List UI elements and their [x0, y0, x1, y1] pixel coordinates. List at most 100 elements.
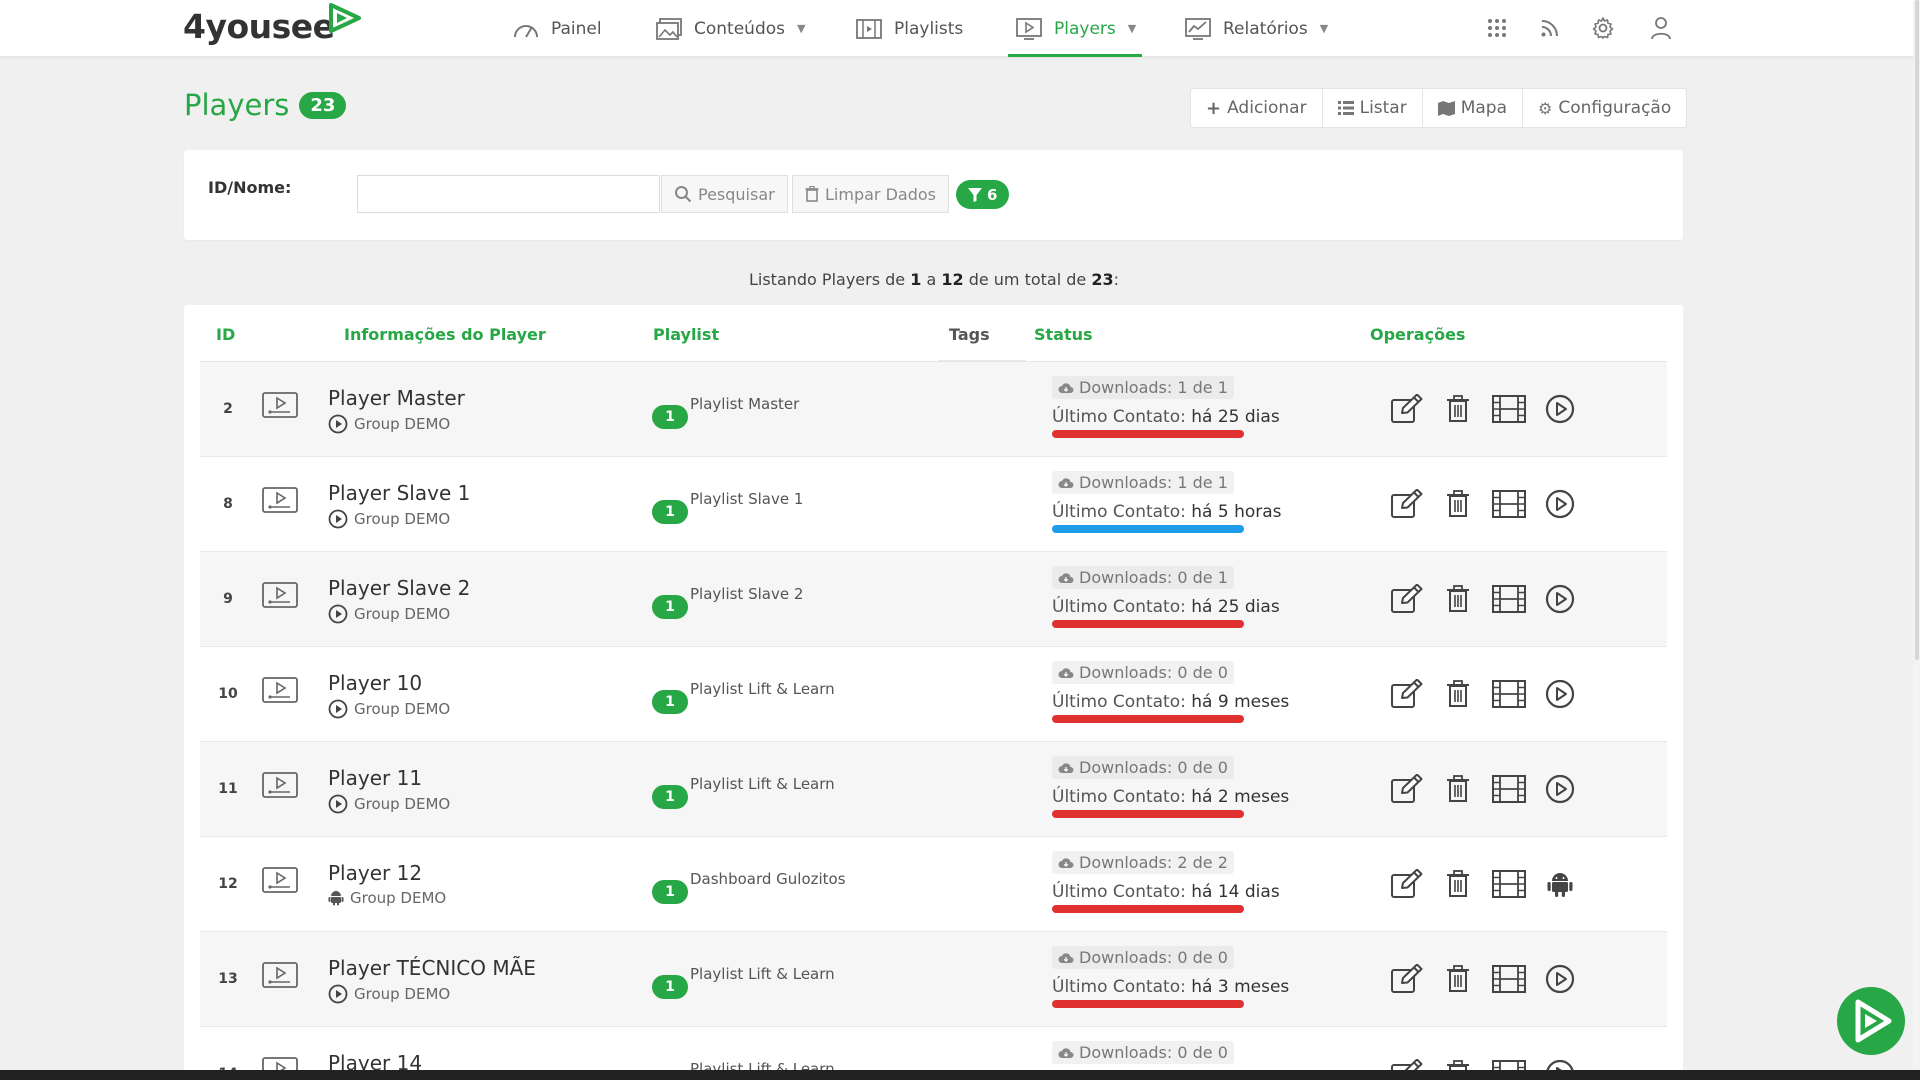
play-circle-icon[interactable]: [1541, 962, 1579, 996]
listing-from: 1: [910, 270, 922, 289]
cloud-download-icon: [1058, 857, 1074, 869]
edit-icon[interactable]: [1388, 392, 1426, 426]
table-row: 9 Player Slave 2 Group DEMO 1 Playlist Slave…: [200, 552, 1667, 647]
playlist-name[interactable]: Dashboard Gulozitos: [690, 870, 846, 888]
film-icon[interactable]: [1490, 772, 1528, 806]
player-name[interactable]: Player Slave 2: [328, 576, 471, 600]
page-title: Players 23: [184, 88, 347, 122]
nav-playlists[interactable]: Playlists: [854, 0, 963, 57]
rss-icon[interactable]: [1535, 13, 1565, 43]
group-name: Group DEMO: [354, 985, 451, 1003]
edit-icon[interactable]: [1388, 487, 1426, 521]
map-view-button[interactable]: Mapa: [1423, 89, 1524, 127]
edit-icon[interactable]: [1388, 962, 1426, 996]
play-circle-icon[interactable]: [1541, 772, 1579, 806]
play-circle-icon[interactable]: [1541, 677, 1579, 711]
chevron-down-icon: ▼: [797, 22, 806, 35]
trash-icon[interactable]: [1439, 392, 1477, 426]
active-filters-button[interactable]: 6: [956, 180, 1010, 209]
playlist-count-badge: 1: [652, 975, 688, 999]
column-header-id[interactable]: ID: [216, 325, 236, 344]
android-icon[interactable]: [1541, 867, 1579, 901]
nav-label: Painel: [551, 18, 602, 39]
player-icon: [262, 392, 298, 420]
bottom-edge-bar: [0, 1070, 1920, 1080]
search-button[interactable]: Pesquisar: [661, 175, 788, 213]
playlist-name[interactable]: Playlist Master: [690, 395, 800, 413]
film-icon[interactable]: [1490, 867, 1528, 901]
nav-players[interactable]: Players ▼: [1007, 0, 1143, 57]
edit-icon[interactable]: [1388, 867, 1426, 901]
apps-grid-icon[interactable]: [1482, 13, 1512, 43]
status-bar: [1052, 620, 1244, 628]
film-icon[interactable]: [1490, 392, 1528, 426]
last-contact: Último Contato: há 5 horas: [1052, 502, 1282, 522]
trash-icon[interactable]: [1439, 772, 1477, 806]
configuration-button[interactable]: ⚙ Configuração: [1523, 89, 1686, 127]
id-name-input[interactable]: [357, 175, 660, 213]
player-name[interactable]: Player 11: [328, 766, 423, 790]
trash-icon[interactable]: [1439, 582, 1477, 616]
player-group: Group DEMO: [328, 509, 450, 529]
user-icon[interactable]: [1646, 13, 1676, 43]
gear-icon[interactable]: [1588, 13, 1618, 43]
downloads-text: Downloads: 0 de 0: [1079, 663, 1228, 682]
player-status: Downloads: 0 de 0 Último Contato: há 2 me…: [1052, 756, 1289, 818]
nav-relatorios[interactable]: Relatórios ▼: [1183, 0, 1328, 57]
player-icon: [262, 582, 298, 610]
search-icon: [675, 186, 692, 203]
play-circle-icon[interactable]: [1541, 582, 1579, 616]
last-contact: Último Contato: há 9 meses: [1052, 692, 1289, 712]
column-header-status[interactable]: Status: [1034, 325, 1093, 344]
playlist-name[interactable]: Playlist Lift & Learn: [690, 775, 835, 793]
edit-icon[interactable]: [1388, 582, 1426, 616]
playlist-icon: [854, 16, 884, 42]
column-header-playlist[interactable]: Playlist: [653, 325, 720, 344]
row-operations: [1388, 677, 1579, 711]
nav-conteudos[interactable]: Conteúdos ▼: [654, 0, 805, 57]
playlist-count-badge: 1: [652, 595, 688, 619]
play-circle-icon[interactable]: [1541, 487, 1579, 521]
floating-play-logo-icon[interactable]: [1834, 984, 1908, 1058]
clear-data-button[interactable]: Limpar Dados: [792, 175, 949, 213]
last-contact: Último Contato: há 25 dias: [1052, 597, 1280, 617]
player-playlist: 1 Playlist Slave 1: [652, 490, 803, 524]
film-icon[interactable]: [1490, 582, 1528, 616]
film-icon[interactable]: [1490, 677, 1528, 711]
top-navbar: 4yousee Painel Conteúdos ▼ Playlists Pla…: [0, 0, 1920, 57]
play-circle-icon: [328, 794, 348, 814]
player-name[interactable]: Player 10: [328, 671, 423, 695]
column-header-info[interactable]: Informações do Player: [344, 325, 546, 344]
add-player-button[interactable]: + Adicionar: [1191, 89, 1323, 127]
playlist-name[interactable]: Playlist Slave 2: [690, 585, 804, 603]
column-header-tags: Tags: [949, 325, 990, 344]
film-icon[interactable]: [1490, 962, 1528, 996]
group-name: Group DEMO: [354, 700, 451, 718]
players-table: ID Informações do Player Playlist Tags S…: [184, 305, 1683, 1080]
player-name[interactable]: Player Master: [328, 386, 465, 410]
nav-painel[interactable]: Painel: [511, 0, 602, 57]
play-circle-icon[interactable]: [1541, 392, 1579, 426]
trash-icon[interactable]: [1439, 867, 1477, 901]
player-name[interactable]: Player TÉCNICO MÃE: [328, 956, 536, 980]
player-name[interactable]: Player Slave 1: [328, 481, 471, 505]
table-row: 12 Player 12 Group DEMO 1 Dashboard Gulozito…: [200, 837, 1667, 932]
film-icon[interactable]: [1490, 487, 1528, 521]
playlist-name[interactable]: Playlist Lift & Learn: [690, 965, 835, 983]
listing-prefix: Listando Players de: [748, 270, 911, 289]
player-name[interactable]: Player 12: [328, 861, 423, 885]
player-id: 2: [223, 401, 233, 417]
trash-icon[interactable]: [1439, 487, 1477, 521]
list-view-button[interactable]: Listar: [1323, 89, 1423, 127]
playlist-name[interactable]: Playlist Slave 1: [690, 490, 804, 508]
trash-icon[interactable]: [1439, 962, 1477, 996]
edit-icon[interactable]: [1388, 677, 1426, 711]
playlist-name[interactable]: Playlist Lift & Learn: [690, 680, 835, 698]
player-group: Group DEMO: [328, 604, 450, 624]
trash-icon[interactable]: [1439, 677, 1477, 711]
page-scrollbar-thumb[interactable]: [1915, 0, 1919, 660]
edit-icon[interactable]: [1388, 772, 1426, 806]
brand-logo[interactable]: 4yousee: [183, 3, 361, 50]
downloads-text: Downloads: 0 de 0: [1079, 758, 1228, 777]
